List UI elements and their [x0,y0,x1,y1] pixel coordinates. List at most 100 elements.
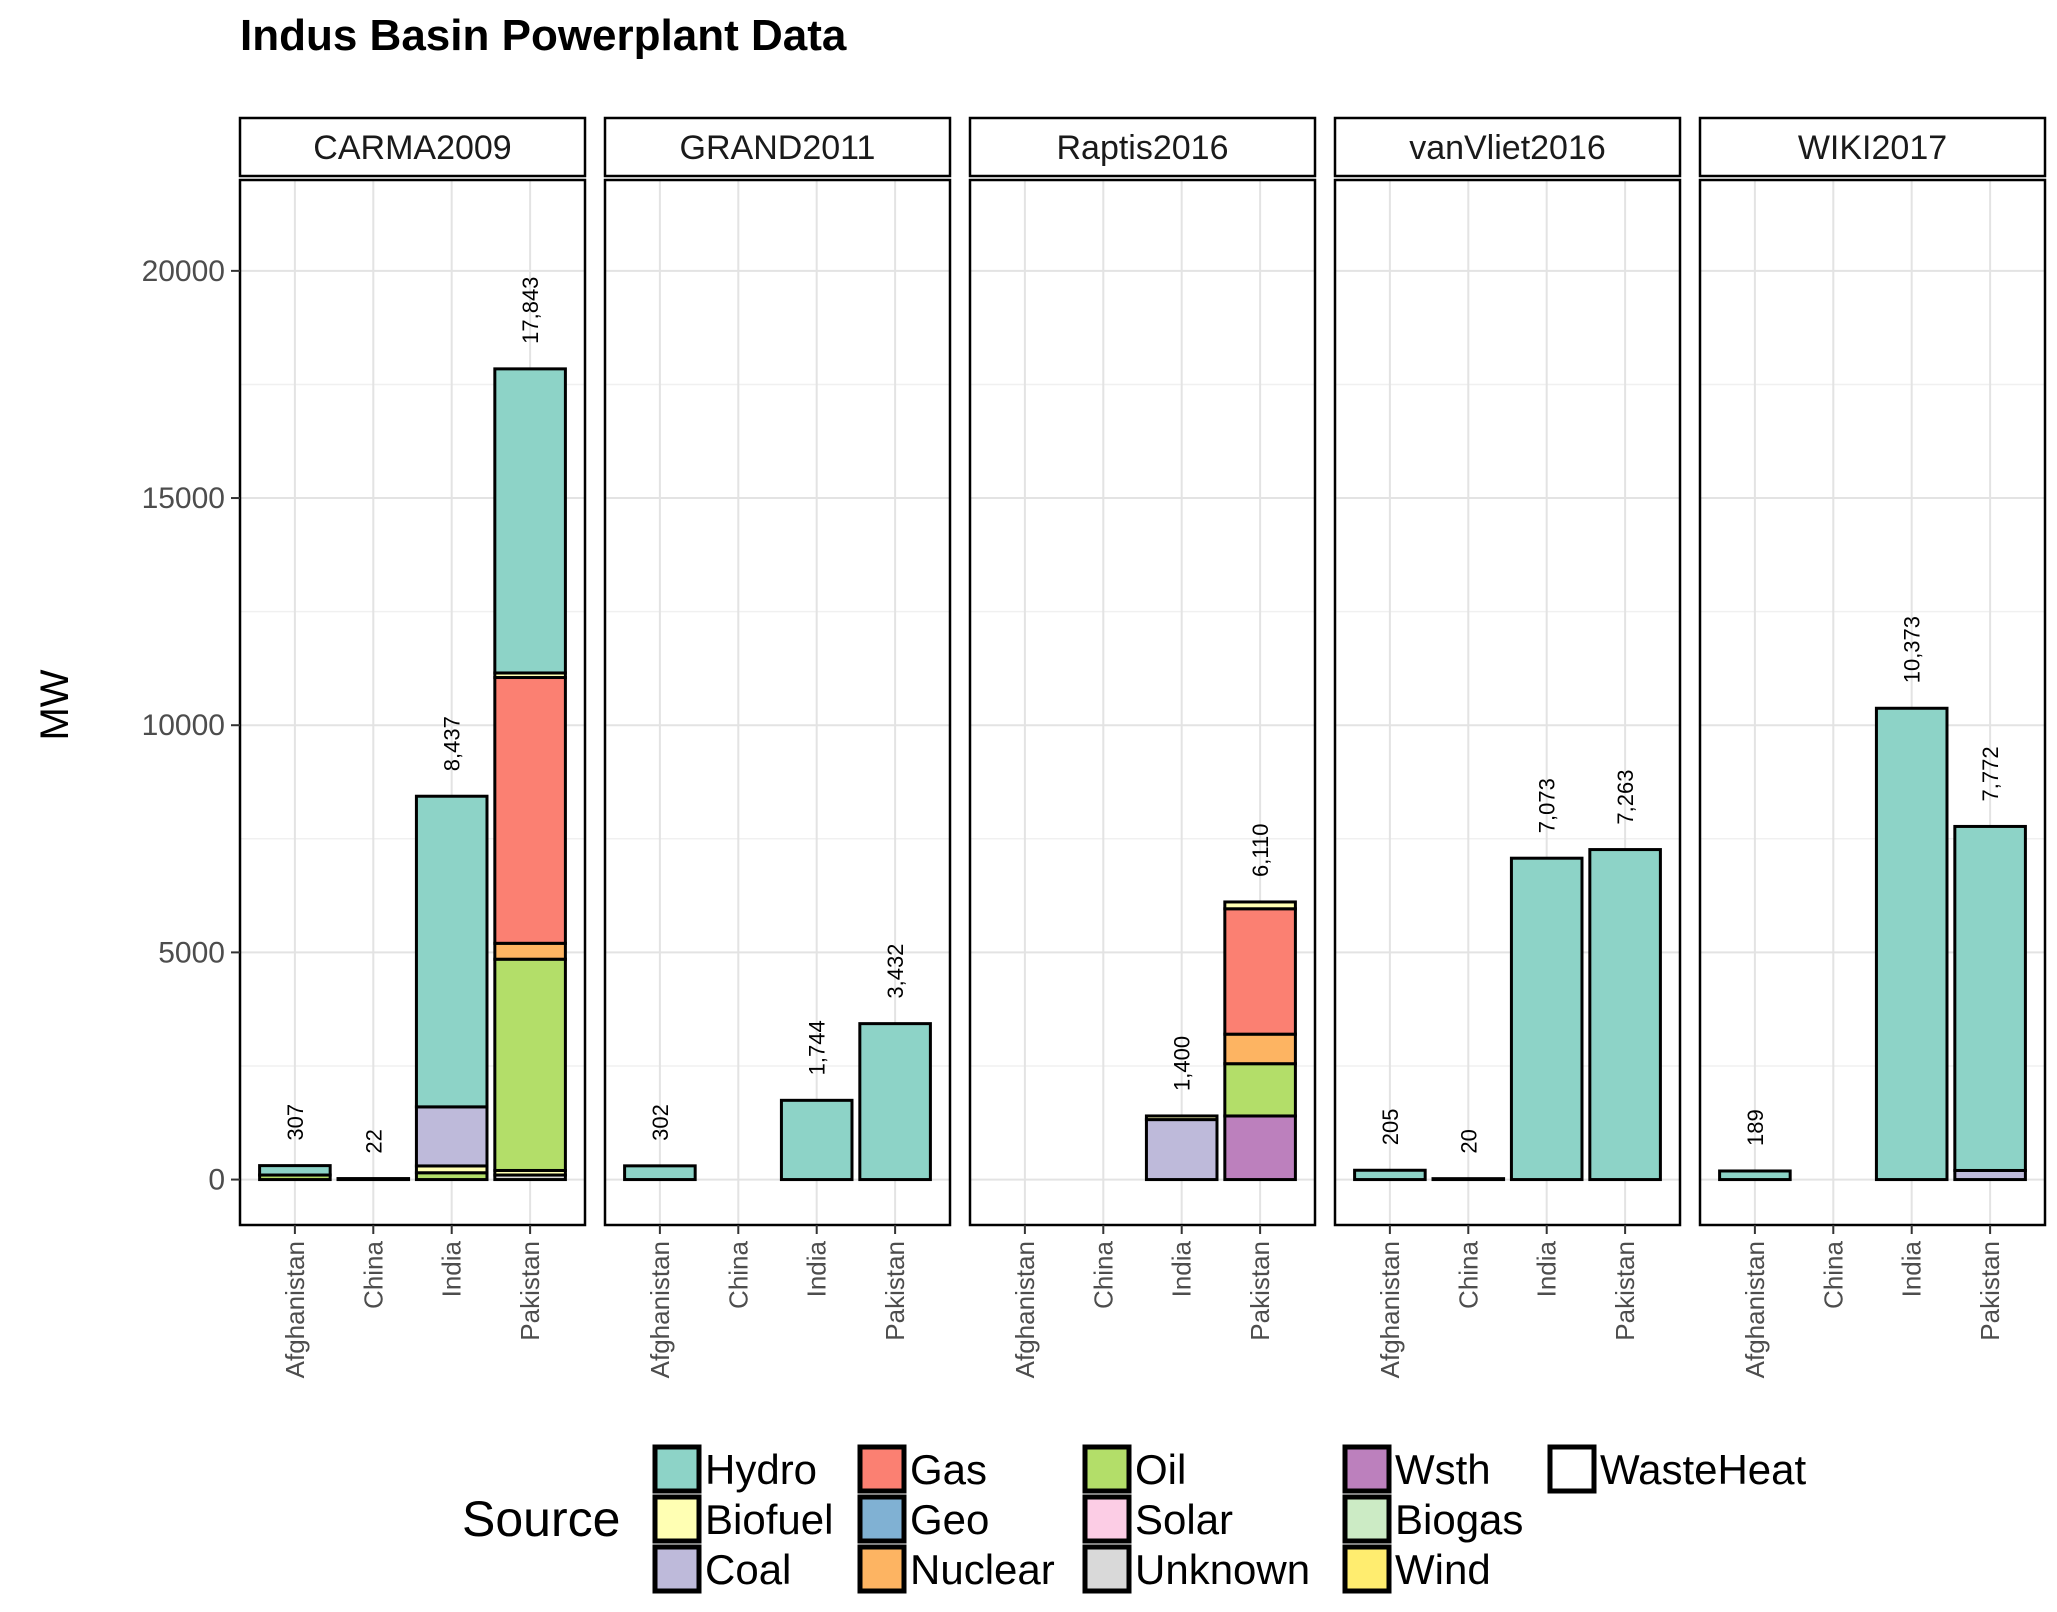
legend-key-biogas [1342,1494,1392,1544]
legend-item-wsth: Wsth [1342,1444,1491,1494]
legend-label: Unknown [1135,1546,1310,1593]
legend-label: Solar [1135,1496,1233,1543]
bar-wiki2017-afghanistan [1718,1169,1792,1182]
legend-item-geo: Geo [857,1494,989,1544]
legend-label: Nuclear [910,1546,1055,1593]
legend-label: Geo [910,1496,989,1543]
bar-wiki2017-pakistan [1953,824,2027,1182]
bar-segment-hydro [1874,706,1949,1182]
panel-carma2009: CARMA2009 307 22 8,437 17,843 Afghanistan Chin… [238,116,587,1378]
bar-segment-hydro [623,1164,697,1182]
x-tick-label: India [802,1240,832,1297]
y-axis: 0 5000 10000 15000 20000 [142,255,240,1197]
x-tick-label: Afghanistan [645,1241,675,1378]
y-tick-label: 20000 [142,255,225,288]
x-tick-label: Pakistan [1975,1241,2005,1341]
facet-strip-label: CARMA2009 [313,129,511,167]
x-tick-label: Pakistan [1610,1241,1640,1341]
total-label: 307 [283,1104,308,1141]
bar-segment-gas [493,676,567,945]
panel-border [1333,178,1682,1227]
x-tick-label: Afghanistan [1740,1241,1770,1378]
legend-label: Hydro [705,1446,817,1493]
legend-key-wsth [1342,1444,1392,1494]
legend-key-wasteheat [1547,1444,1597,1494]
x-tick-label: China [1453,1240,1483,1308]
y-tick-label: 10000 [142,709,225,742]
bar-carma2009-india [414,794,489,1182]
bar-segment-hydro [493,367,567,675]
legend-item-hydro: Hydro [652,1444,817,1494]
y-tick-label: 15000 [142,482,225,515]
legend-item-unknown: Unknown [1082,1544,1310,1594]
bar-grand2011-india [779,1098,854,1182]
legend-label: Gas [910,1446,987,1493]
bar-vanvliet2016-india [1509,856,1584,1182]
bar-grand2011-afghanistan [623,1164,697,1182]
total-label: 7,772 [1978,746,2003,801]
x-tick-label: China [723,1240,753,1308]
bar-segment-hydro [258,1164,332,1177]
bar-segment-oil [1223,1062,1297,1118]
x-tick-label: Afghanistan [280,1241,310,1378]
legend-key-hydro [652,1444,702,1494]
legend-item-oil: Oil [1082,1444,1186,1494]
bar-segment-hydro [336,1177,411,1182]
x-tick-label: Afghanistan [1010,1241,1040,1378]
facet-strip-label: GRAND2011 [680,129,876,167]
x-tick-label: Pakistan [880,1241,910,1341]
legend-title: Source [462,1491,620,1547]
total-label: 205 [1378,1109,1403,1146]
panel-vanvliet2016: vanVliet2016 205 20 7,073 7,263 Afghanistan Ch… [1333,116,1682,1378]
bar-segment-hydro [858,1022,932,1182]
facet-strip [968,116,1317,178]
x-tick-label: India [437,1240,467,1297]
x-tick-label: India [1532,1240,1562,1297]
legend-item-solar: Solar [1082,1494,1233,1544]
bar-carma2009-china [336,1177,411,1182]
bar-segment-coal [1144,1118,1219,1182]
legend-label: Coal [705,1546,791,1593]
facet-strip-label: vanVliet2016 [1409,129,1606,167]
y-tick-label: 0 [208,1164,225,1197]
bar-segment-hydro [1509,856,1584,1182]
panels: CARMA2009 307 22 8,437 17,843 Afghanistan Chin… [238,116,2047,1378]
x-tick-label: India [1167,1240,1197,1297]
total-label: 1,400 [1170,1036,1195,1091]
bar-carma2009-afghanistan [258,1164,332,1182]
legend-item-wasteheat: WasteHeat [1547,1444,1807,1494]
total-label: 22 [361,1129,386,1153]
x-tick-label: China [1088,1240,1118,1308]
y-axis-label: MW [33,669,77,740]
bar-segment-hydro [1953,824,2027,1172]
total-label: 7,263 [1613,770,1638,825]
legend-key-geo [857,1494,907,1544]
y-tick-label: 5000 [158,936,225,969]
bar-segment-coal [414,1105,489,1168]
legend-label: Wsth [1395,1446,1491,1493]
bar-vanvliet2016-afghanistan [1353,1168,1427,1182]
total-label: 6,110 [1248,824,1273,877]
x-tick-label: Pakistan [1245,1241,1275,1341]
panel-border [603,178,952,1227]
bar-segment-hydro [414,794,489,1109]
bar-segment-hydro [1431,1177,1506,1182]
total-label: 10,373 [1900,616,1925,683]
facet-strip-label: WIKI2017 [1798,129,1947,167]
bar-grand2011-pakistan [858,1022,932,1182]
panel-wiki2017: WIKI2017 189 10,373 7,772 Afghanistan China In… [1698,116,2047,1378]
panel-grand2011: GRAND2011 302 1,744 3,432 Afghanistan China In… [603,116,952,1378]
legend-key-nuclear [857,1544,907,1594]
legend-key-gas [857,1444,907,1494]
bar-segment-biofuel [1223,900,1297,911]
x-tick-label: China [358,1240,388,1308]
legend-label: Wind [1395,1546,1491,1593]
facet-strip-label: Raptis2016 [1056,129,1228,167]
facet-strip [1698,116,2047,178]
total-label: 189 [1743,1109,1768,1146]
legend-label: Biofuel [705,1496,833,1543]
bar-segment-hydro [779,1098,854,1182]
total-label: 17,843 [518,277,543,344]
